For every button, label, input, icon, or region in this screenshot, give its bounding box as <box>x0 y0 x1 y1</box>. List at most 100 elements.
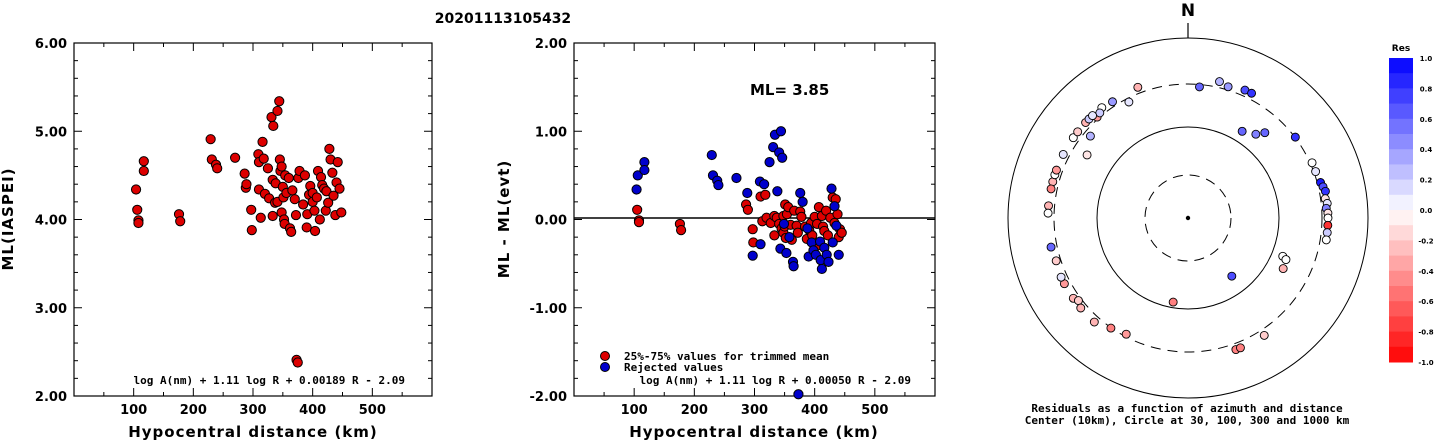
data-point <box>827 237 838 248</box>
y-tick-label: 4.00 <box>35 214 67 229</box>
colorbar-swatches <box>1389 58 1413 363</box>
colorbar-ticks: 1.0 0.8 0.6 0.4 0.2 0.0 -0.2 -0.4 -0.6 -0.8 -1.0 <box>1418 55 1433 367</box>
station-marker <box>1073 296 1083 306</box>
colorbar-swatch <box>1389 149 1413 165</box>
data-point <box>289 194 300 205</box>
colorbar-swatch <box>1389 240 1413 257</box>
data-point <box>778 218 790 230</box>
colorbar-swatch <box>1389 88 1413 105</box>
data-point <box>286 226 297 237</box>
data-point <box>742 204 753 215</box>
north-label: N <box>1181 1 1195 21</box>
data-point <box>816 263 827 275</box>
station-marker <box>1237 126 1247 136</box>
data-point <box>706 149 717 161</box>
data-point <box>831 220 842 231</box>
colorbar-swatch <box>1389 194 1413 211</box>
epicenter-dot <box>1185 215 1191 221</box>
data-point <box>336 207 347 218</box>
station-marker <box>1088 111 1097 121</box>
data-point <box>283 172 294 184</box>
data-point <box>175 216 186 227</box>
colorbar-swatch <box>1389 346 1413 363</box>
station-marker <box>1247 88 1257 98</box>
station-marker <box>1223 82 1233 92</box>
colorbar-tick-label: -0.4 <box>1418 268 1433 276</box>
data-point <box>267 210 278 222</box>
y-tick-label: 2.00 <box>35 390 67 405</box>
data-point <box>631 184 642 195</box>
data-point <box>299 170 311 181</box>
data-point <box>314 214 325 225</box>
y-ticks: 2.00 3.00 4.00 5.00 6.00 <box>35 37 432 405</box>
data-point <box>276 161 287 172</box>
station-marker <box>1082 150 1092 160</box>
data-point <box>747 250 758 261</box>
x-tick-label: 400 <box>299 403 326 418</box>
data-point <box>246 224 257 236</box>
colorbar-tick-label: 0.2 <box>1420 177 1433 185</box>
data-point <box>781 247 792 259</box>
station-marker <box>1124 97 1134 107</box>
circle-1000km <box>1007 37 1369 399</box>
circle-30km <box>1144 174 1232 262</box>
data-point <box>836 227 847 238</box>
data-point <box>829 201 840 212</box>
data-point <box>324 143 335 154</box>
data-point <box>633 217 645 228</box>
station-marker <box>1322 228 1332 238</box>
data-point <box>309 205 320 216</box>
colorbar-tick-label: 0.0 <box>1420 207 1433 215</box>
station-markers <box>1043 77 1333 355</box>
station-marker <box>1076 303 1086 313</box>
x-axis-label: Hypocentral distance (km) <box>629 423 879 441</box>
data-point <box>290 209 302 221</box>
y-tick-label: 0.00 <box>535 214 567 229</box>
caption-line-2: Center (10km), Circle at 30, 100, 300 an… <box>1025 414 1350 427</box>
colorbar-label: Res <box>1392 44 1410 54</box>
colorbar-swatch <box>1389 103 1413 120</box>
data-point <box>257 136 268 147</box>
data-point <box>792 227 803 238</box>
data-point <box>639 164 650 176</box>
ml-vs-distance-chart: 100 200 300 400 500 2.00 3.00 4.00 5.00 6.00 Hyp… <box>0 37 433 441</box>
ml-annotation: ML= 3.85 <box>750 81 829 99</box>
legend: 25%-75% values for trimmed mean Rejected… <box>600 350 829 374</box>
station-marker <box>1278 264 1288 274</box>
data-point <box>274 96 285 107</box>
station-marker <box>1307 158 1317 168</box>
azimuth-residual-plot: N Residuals as a function of azimuth and… <box>1007 1 1369 427</box>
data-point <box>212 163 223 174</box>
data-point <box>777 152 788 163</box>
data-point <box>246 204 257 215</box>
data-point <box>747 224 758 235</box>
data-point <box>258 153 269 164</box>
x-tick-label: 500 <box>861 403 888 418</box>
data-point <box>793 389 804 400</box>
colorbar-swatch <box>1389 331 1413 348</box>
data-point <box>731 172 742 184</box>
y-tick-label: -2.00 <box>530 390 567 405</box>
data-point <box>268 120 279 132</box>
station-marker <box>1235 343 1245 353</box>
station-marker <box>1121 329 1131 339</box>
x-ticks: 100 200 300 400 500 <box>103 43 403 418</box>
colorbar-swatch <box>1389 210 1413 226</box>
station-marker <box>1259 330 1269 340</box>
data-point <box>334 183 345 194</box>
station-marker <box>1323 220 1333 230</box>
colorbar-tick-label: 0.6 <box>1420 116 1433 124</box>
data-point <box>309 225 321 237</box>
residual-vs-distance-chart: 100 200 300 400 500 -2.00 -1.00 0.00 1.00 2.00 H… <box>495 37 936 441</box>
data-point <box>713 179 724 191</box>
data-point <box>632 170 643 181</box>
data-point <box>675 224 687 236</box>
station-marker <box>1260 128 1270 138</box>
colorbar-tick-label: -1.0 <box>1418 359 1433 367</box>
data-point <box>327 167 338 178</box>
data-point <box>241 179 252 190</box>
colorbar-swatch <box>1389 225 1413 241</box>
station-marker <box>1281 255 1291 265</box>
y-tick-label: 5.00 <box>35 125 67 140</box>
y-tick-label: 2.00 <box>535 37 567 52</box>
